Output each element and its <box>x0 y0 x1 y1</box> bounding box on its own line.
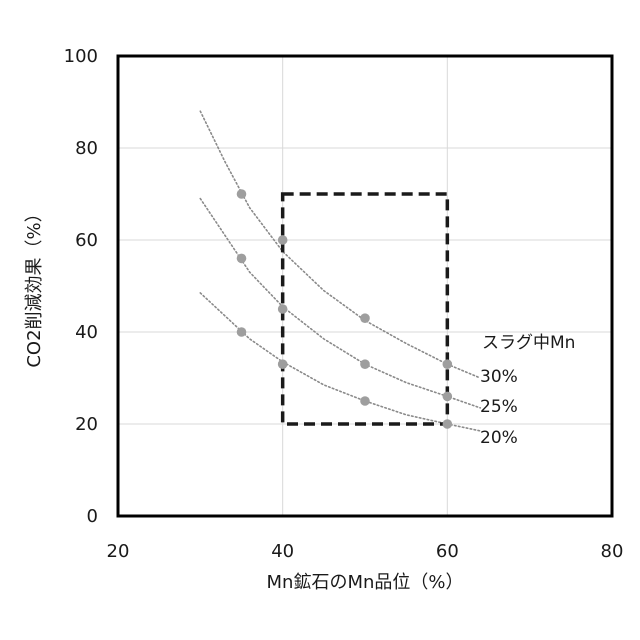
x-tick-labels: 20 40 60 80 <box>107 541 624 562</box>
trend-lines <box>199 110 482 432</box>
legend-title: スラグ中Mn <box>482 333 575 353</box>
y-tick-label-100: 100 <box>64 46 98 67</box>
x-tick-label-20: 20 <box>107 541 130 562</box>
highlight-box <box>280 192 450 426</box>
data-point-s1-4 <box>442 359 453 370</box>
data-point-s3-1 <box>236 327 247 337</box>
series-label-1: 30% <box>480 367 518 387</box>
data-points <box>236 189 453 429</box>
data-point-s2-3 <box>360 359 370 370</box>
plot-frame <box>116 54 614 518</box>
data-point-s1-1 <box>236 189 247 199</box>
data-point-s3-4 <box>442 419 453 429</box>
y-tick-label-0: 0 <box>87 506 98 527</box>
data-point-s2-2 <box>277 304 288 314</box>
x-tick-label-60: 60 <box>436 541 459 562</box>
trend-line-2 <box>199 197 482 409</box>
trend-line-3 <box>199 292 482 432</box>
y-tick-label-60: 60 <box>75 230 98 251</box>
series-labels: 30% 25% 20% <box>480 367 518 448</box>
highlight-box-rect <box>280 192 450 426</box>
data-point-s1-2 <box>277 235 288 245</box>
grid <box>118 56 612 516</box>
series-label-2: 25% <box>480 397 518 417</box>
y-tick-label-20: 20 <box>75 414 98 435</box>
data-point-s2-4 <box>442 391 453 402</box>
data-point-s2-1 <box>236 253 247 264</box>
x-axis-title: Mn鉱石のMn品位（%） <box>267 572 464 593</box>
x-tick-label-40: 40 <box>271 541 294 562</box>
y-tick-label-40: 40 <box>75 322 98 343</box>
x-tick-label-80: 80 <box>601 541 624 562</box>
y-tick-labels: 0 20 40 60 80 100 <box>64 46 98 527</box>
series-label-3: 20% <box>480 428 518 448</box>
data-point-s3-2 <box>277 359 288 370</box>
data-point-s3-3 <box>360 396 370 406</box>
data-point-s1-3 <box>360 313 370 324</box>
y-axis-title: CO2削減効果（%） <box>24 204 45 367</box>
y-tick-label-80: 80 <box>75 138 98 159</box>
trend-line-1 <box>199 110 482 379</box>
